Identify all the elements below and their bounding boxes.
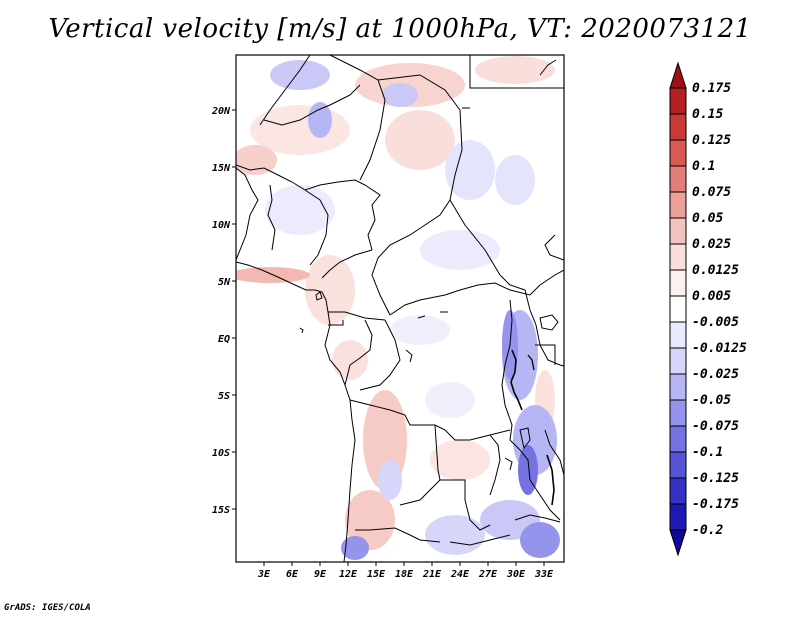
colorbar-label: -0.1 — [692, 445, 723, 460]
colorbar-box — [669, 399, 687, 427]
colorbar-box — [669, 295, 687, 323]
grads-credit: GrADS: IGES/COLA — [4, 603, 91, 613]
lat-label-eq: EQ — [218, 334, 230, 345]
colorbar-label: -0.2 — [692, 523, 723, 538]
map-frame — [235, 54, 565, 563]
colorbar: 0.175 0.15 0.125 0.1 0.075 0.05 0.025 0.0125 0.0… — [669, 61, 747, 557]
colorbar-label: -0.075 — [692, 419, 739, 434]
lat-label-15s: 15S — [212, 505, 230, 516]
colorbar-box — [669, 87, 687, 115]
colorbar-label: -0.005 — [692, 315, 739, 330]
lon-label-15e: 15E — [367, 569, 386, 580]
country-borders — [236, 55, 564, 562]
colorbar-label: -0.0125 — [692, 341, 747, 356]
colorbar-label: 0.025 — [692, 237, 731, 252]
colorbar-box — [669, 113, 687, 141]
velocity-field — [236, 56, 560, 560]
colorbar-box — [669, 373, 687, 401]
lat-label-15n: 15N — [212, 163, 231, 174]
colorbar-box — [669, 139, 687, 167]
colorbar-bottom-arrow — [669, 529, 687, 557]
lon-label-33e: 33E — [534, 569, 554, 580]
lon-label-9e: 9E — [314, 569, 327, 580]
colorbar-box — [669, 347, 687, 375]
lon-label-21e: 21E — [422, 569, 442, 580]
colorbar-top-arrow — [669, 61, 687, 89]
colorbar-label: -0.175 — [692, 497, 739, 512]
colorbar-box — [669, 321, 687, 349]
lon-label-30e: 30E — [506, 569, 526, 580]
colorbar-box — [669, 451, 687, 479]
colorbar-label: 0.125 — [692, 133, 731, 148]
lat-label-5n: 5N — [218, 277, 231, 288]
colorbar-box — [669, 191, 687, 219]
lat-label-10s: 10S — [212, 448, 230, 459]
lon-label-18e: 18E — [395, 569, 414, 580]
colorbar-box — [669, 217, 687, 245]
map-title: Vertical velocity [m/s] at 1000hPa, VT: … — [48, 14, 752, 44]
colorbar-box — [669, 165, 687, 193]
lat-label-20n: 20N — [211, 106, 231, 117]
colorbar-label: 0.0125 — [692, 263, 739, 278]
colorbar-box — [669, 477, 687, 505]
lon-label-6e: 6E — [286, 569, 299, 580]
lon-label-24e: 24E — [450, 569, 470, 580]
colorbar-box — [669, 269, 687, 297]
lat-label-10n: 10N — [212, 220, 231, 231]
colorbar-label: 0.15 — [692, 107, 723, 122]
colorbar-label: 0.05 — [692, 211, 723, 226]
longitude-axis: 3E 6E 9E 12E 15E 18E 21E 24E 27E 30E 33E — [257, 562, 554, 580]
colorbar-label: -0.125 — [692, 471, 739, 486]
colorbar-box — [669, 243, 687, 271]
colorbar-label: -0.025 — [692, 367, 739, 382]
colorbar-label: 0.1 — [692, 159, 715, 174]
colorbar-box — [669, 425, 687, 453]
colorbar-label: -0.05 — [692, 393, 731, 408]
colorbar-label: 0.005 — [692, 289, 731, 304]
lon-label-12e: 12E — [339, 569, 358, 580]
colorbar-box — [669, 503, 687, 531]
lon-label-27e: 27E — [478, 569, 498, 580]
lon-label-3e: 3E — [257, 569, 271, 580]
colorbar-label: 0.175 — [692, 81, 731, 96]
latitude-axis: 20N 15N 10N 5N EQ 5S 10S 15S — [211, 106, 236, 516]
colorbar-label: 0.075 — [692, 185, 731, 200]
lat-label-5s: 5S — [218, 391, 230, 402]
